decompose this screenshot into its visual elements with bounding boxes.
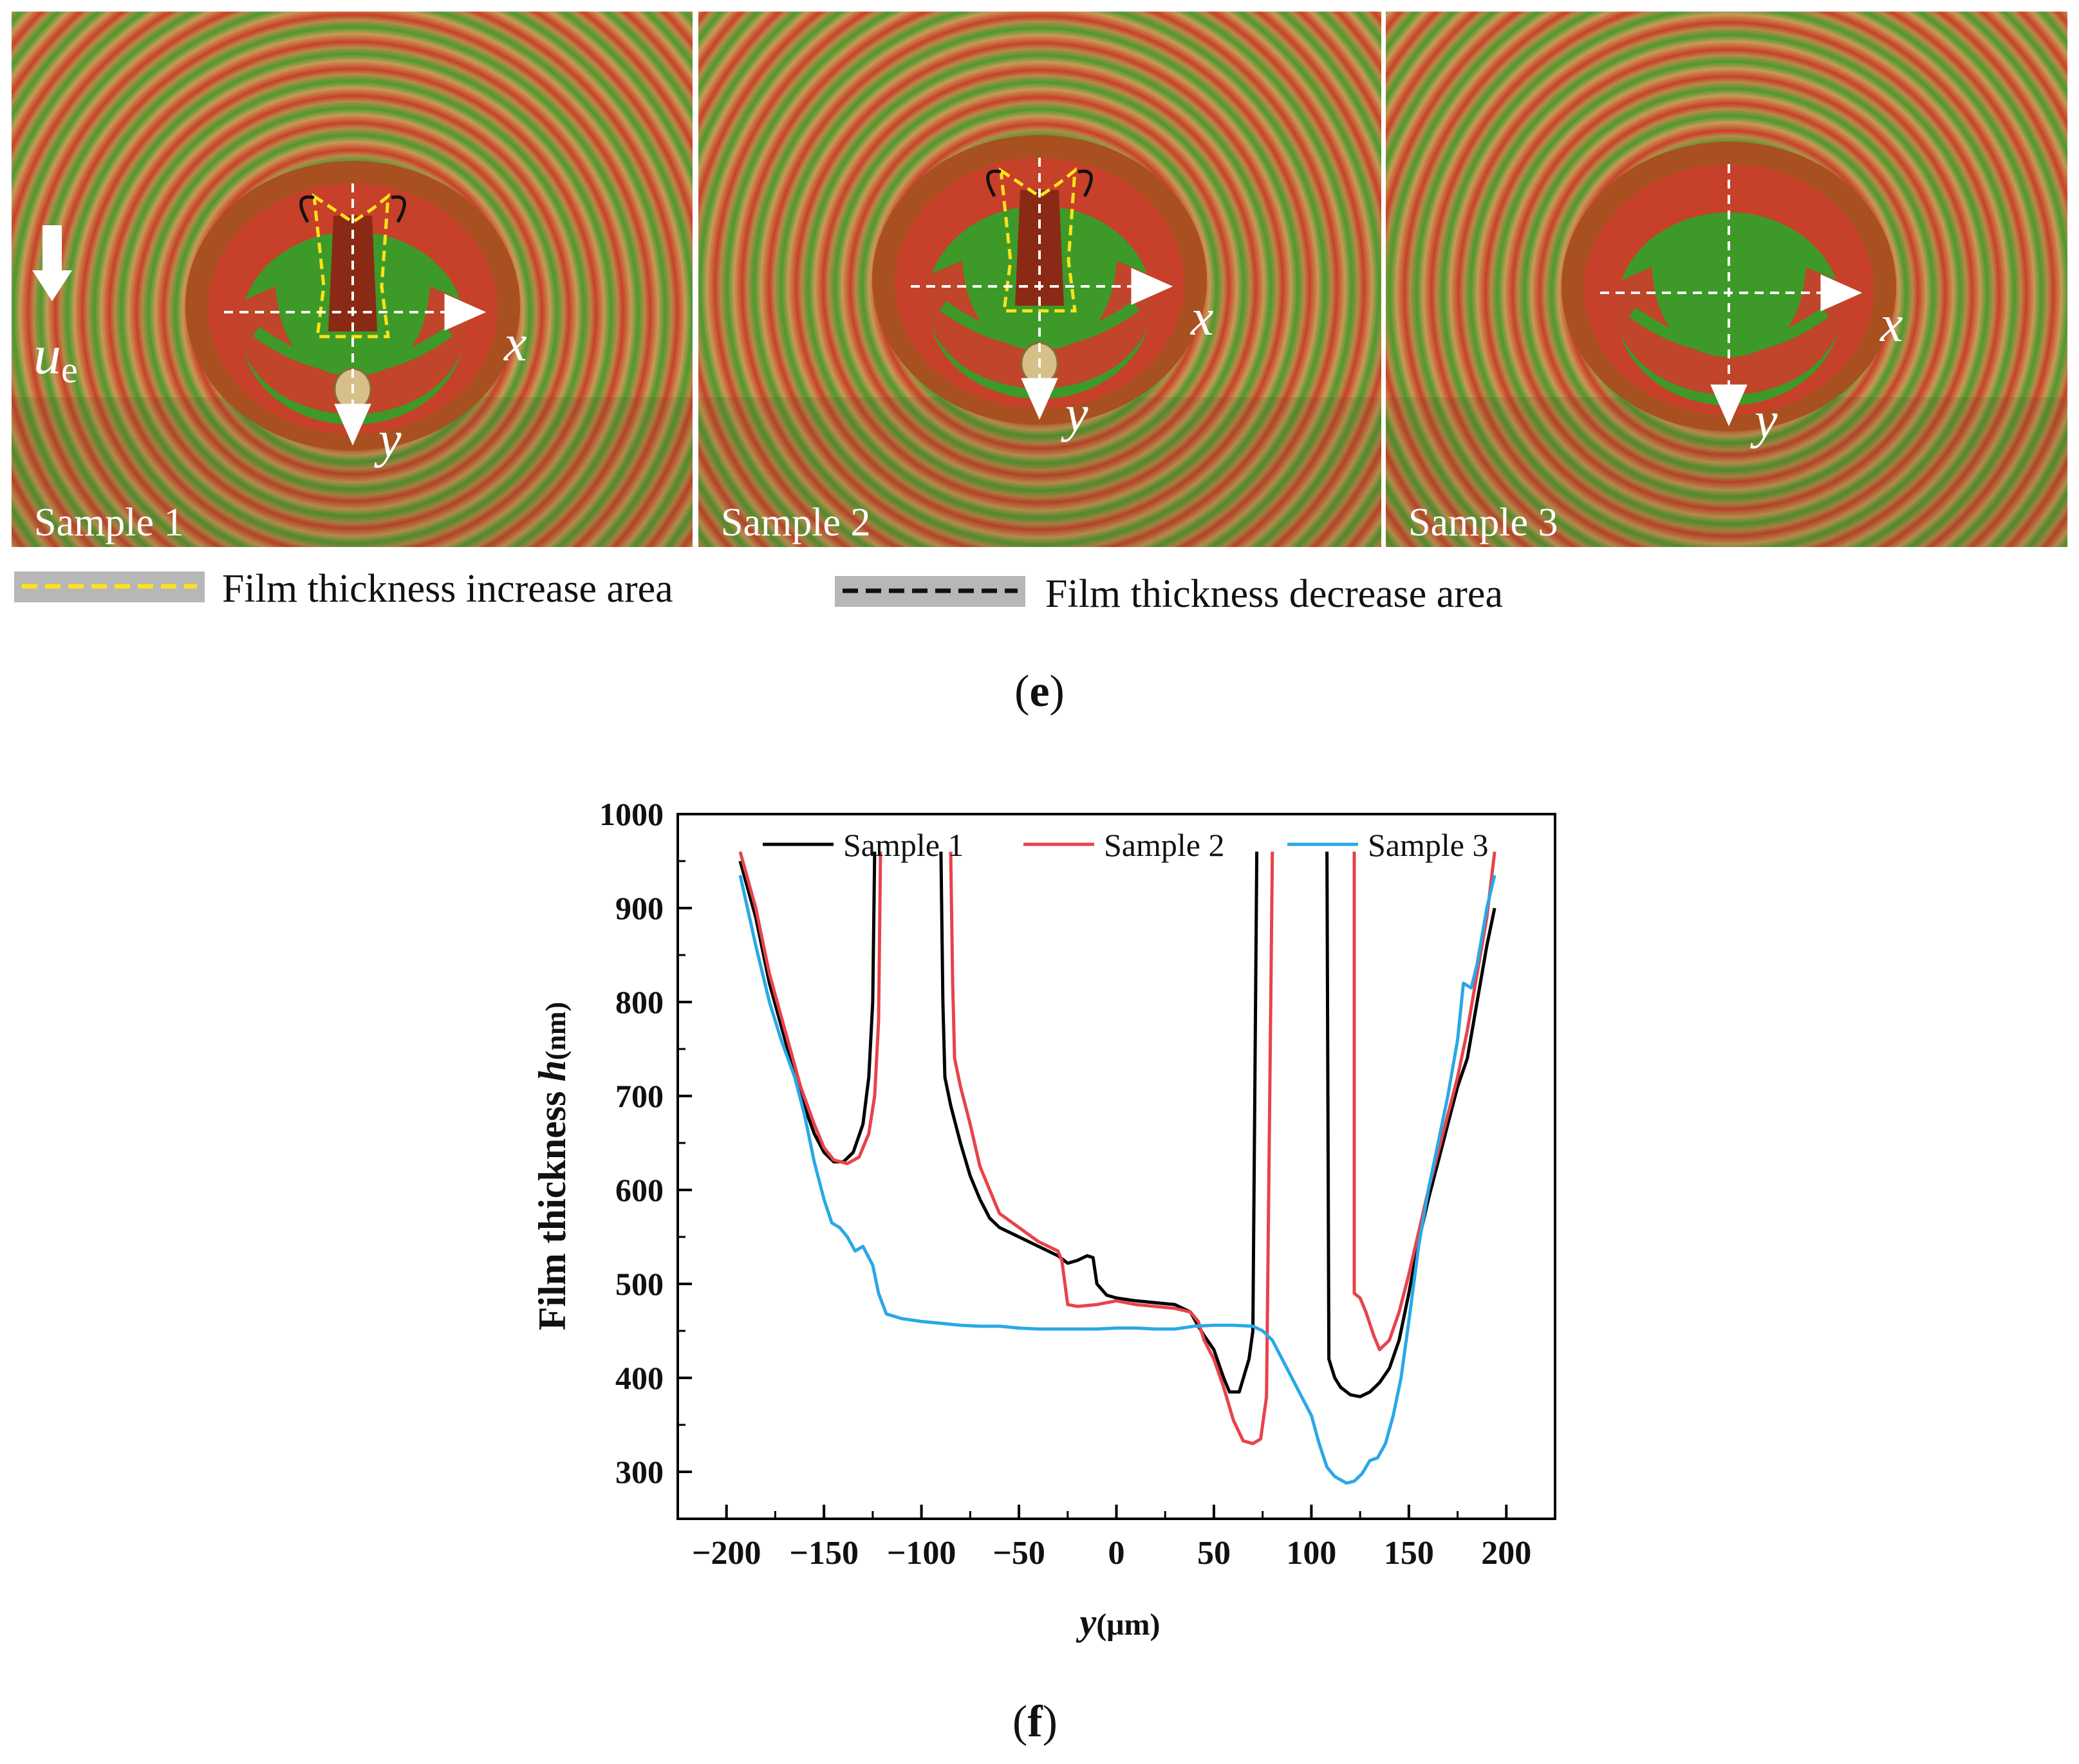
sample-caption: Sample 3 (1408, 501, 1558, 544)
y-axis-symbol: y (1061, 386, 1088, 443)
axis-ticks: −200 −150 −100 −50 0 50 100 150 200 300 400 500 600 7… (599, 796, 1531, 1572)
x-tick-label: 150 (1384, 1535, 1434, 1572)
sample-image-2: x y Sample 2 (698, 12, 1381, 547)
x-tick-label: −150 (789, 1535, 859, 1572)
legend-item-3: Sample 3 (1287, 827, 1488, 863)
x-axis-symbol: x (1879, 296, 1903, 353)
legend-item-1: Sample 1 (763, 827, 964, 863)
x-tick-label: −100 (887, 1535, 956, 1572)
series-segment (949, 851, 1274, 1445)
svg-text:ue: ue (33, 324, 78, 391)
series-segment (1352, 851, 1496, 1351)
series-segment (738, 851, 882, 1165)
y-tick-label: 800 (615, 984, 664, 1020)
y-tick-label: 1000 (599, 796, 664, 832)
y-axis-symbol: y (1750, 393, 1778, 449)
series-1-line (738, 851, 1496, 1398)
legend-label: Sample 2 (1104, 827, 1224, 863)
plot-frame (676, 813, 1556, 1520)
y-tick-label: 400 (615, 1360, 664, 1396)
x-tick-label: 0 (1108, 1535, 1125, 1572)
film-thickness-chart: −200 −150 −100 −50 0 50 100 150 200 300 400 500 600 7… (531, 796, 1556, 1747)
x-tick-label: −50 (993, 1535, 1045, 1572)
panel-e-label: (e) (1014, 667, 1065, 716)
sample-image-1: x y Sample 1 (12, 12, 693, 547)
interference-images-panel: x y Sample 1 x y Sample 2 x y Sample 3 ue Film t… (12, 12, 2067, 716)
y-tick-label: 700 (615, 1078, 664, 1114)
y-tick-label: 900 (615, 890, 664, 926)
legend-decrease-label: Film thickness decrease area (1045, 572, 1503, 616)
legend-label: Sample 3 (1368, 827, 1488, 863)
y-tick-label: 300 (615, 1454, 664, 1490)
x-tick-label: 100 (1286, 1535, 1336, 1572)
y-tick-label: 600 (615, 1172, 664, 1208)
decrease-area-outline-left (299, 195, 315, 223)
legend-label: Sample 1 (843, 827, 964, 863)
sample-image-3: x y Sample 3 (1386, 12, 2067, 547)
panel-f-label: (f) (1012, 1697, 1058, 1747)
series-segment (738, 875, 1496, 1485)
legend-increase-label: Film thickness increase area (222, 567, 673, 611)
decrease-area-outline-left (986, 169, 1002, 198)
image-legend: Film thickness increase area Film thickn… (14, 567, 1503, 616)
series-lines (738, 851, 1496, 1485)
y-tick-label: 500 (615, 1266, 664, 1302)
series-segment (939, 851, 1259, 1394)
x-tick-label: −200 (692, 1535, 761, 1572)
entrainment-arrow-icon (32, 225, 72, 301)
decrease-area-outline-right (1077, 169, 1093, 198)
x-tick-label: 200 (1481, 1535, 1531, 1572)
x-axis-label: y(μm) (1076, 1601, 1161, 1643)
chart-legend: Sample 1 Sample 2 Sample 3 (763, 827, 1488, 863)
series-segment (738, 851, 877, 1164)
entrainment-velocity-subscript: e (61, 349, 78, 391)
x-axis-symbol: x (503, 315, 527, 372)
sample-caption: Sample 1 (34, 501, 183, 544)
x-axis-symbol: x (1190, 290, 1214, 346)
entrainment-velocity-symbol: u (33, 324, 61, 385)
series-2-line (738, 851, 1496, 1445)
y-axis-label: Film thickness h(nm) (531, 1002, 573, 1331)
x-tick-label: 50 (1197, 1535, 1231, 1572)
series-3-line (738, 875, 1496, 1485)
series-segment (1325, 851, 1496, 1398)
decrease-area-outline-right (391, 195, 406, 223)
sample-caption: Sample 2 (721, 501, 870, 544)
y-axis-symbol: y (374, 412, 402, 469)
entrainment-direction-indicator: ue (32, 225, 78, 391)
legend-item-2: Sample 2 (1023, 827, 1224, 863)
